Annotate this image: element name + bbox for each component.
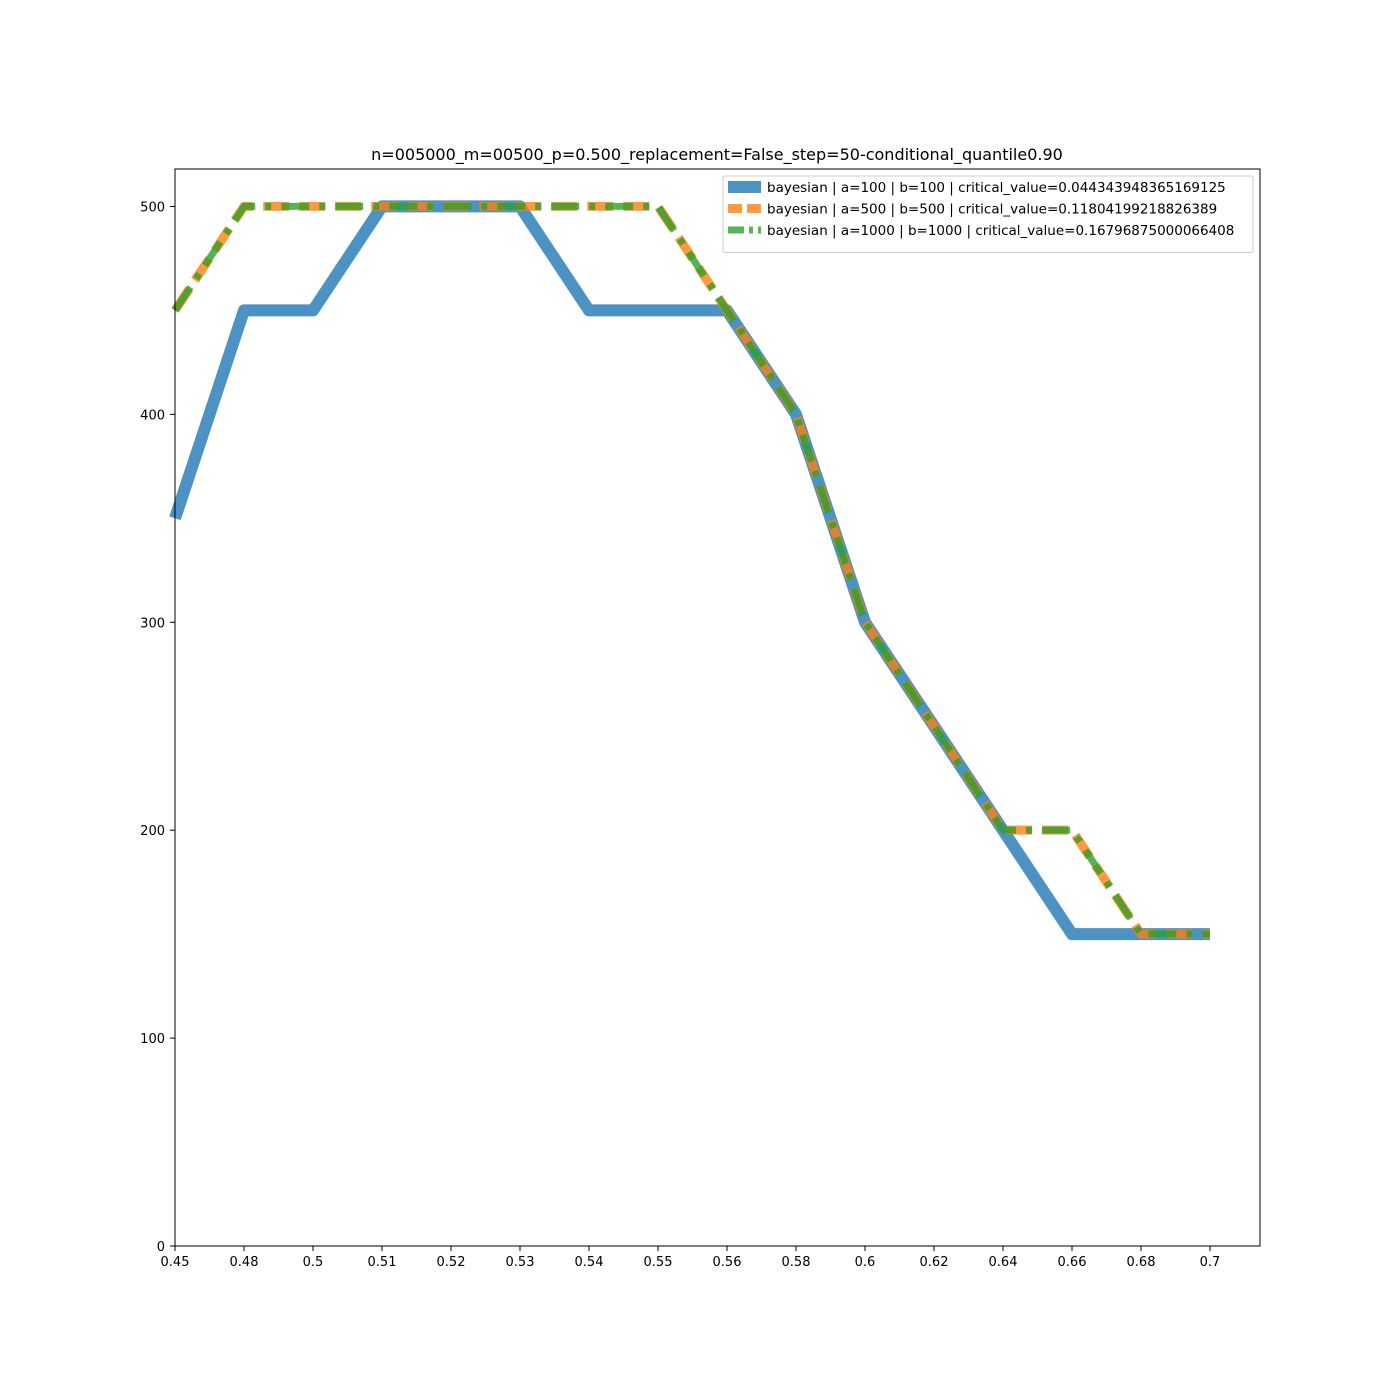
legend-label-2: bayesian | a=500 | b=500 | critical_valu… [767, 202, 1217, 218]
x-tick-label: 0.68 [1127, 1255, 1156, 1270]
y-tick-label: 500 [140, 200, 165, 215]
series-line-1 [169, 200, 1210, 941]
legend-box [722, 175, 1254, 253]
legend-label-3: bayesian | a=1000 | b=1000 | critical_va… [767, 223, 1234, 239]
x-tick-label: 0.53 [506, 1255, 535, 1270]
y-tick-label: 400 [140, 408, 165, 423]
y-tick-label: 300 [140, 616, 165, 631]
y-axis: 0 100 200 300 400 500 [140, 200, 175, 1255]
legend-label-1: bayesian | a=100 | b=100 | critical_valu… [767, 180, 1226, 196]
x-tick-label: 0.64 [989, 1255, 1018, 1270]
x-tick-label: 0.7 [1200, 1255, 1221, 1270]
x-axis: 0.45 0.48 0.5 0.51 0.52 0.53 0.54 0.55 0.56 0.58 0… [161, 1246, 1221, 1270]
x-tick-label: 0.48 [230, 1255, 259, 1270]
x-tick-label: 0.5 [303, 1255, 324, 1270]
x-tick-label: 0.58 [782, 1255, 811, 1270]
x-tick-label: 0.52 [437, 1255, 466, 1270]
x-tick-label: 0.6 [855, 1255, 876, 1270]
legend: bayesian | a=100 | b=100 | critical_valu… [722, 175, 1254, 253]
chart-title: n=005000_m=00500_p=0.500_replacement=Fal… [371, 145, 1063, 165]
x-tick-label: 0.66 [1058, 1255, 1087, 1270]
x-tick-label: 0.45 [161, 1255, 190, 1270]
y-tick-label: 200 [140, 824, 165, 839]
x-tick-label: 0.51 [368, 1255, 397, 1270]
y-tick-label: 100 [140, 1032, 165, 1047]
axes-frame [174, 168, 1261, 1247]
x-tick-label: 0.56 [713, 1255, 742, 1270]
series-layer [169, 200, 1210, 941]
x-tick-label: 0.54 [575, 1255, 604, 1270]
series-line-3 [172, 202, 1210, 938]
x-tick-label: 0.62 [920, 1255, 949, 1270]
x-tick-label: 0.55 [644, 1255, 673, 1270]
y-tick-label: 0 [157, 1240, 165, 1255]
